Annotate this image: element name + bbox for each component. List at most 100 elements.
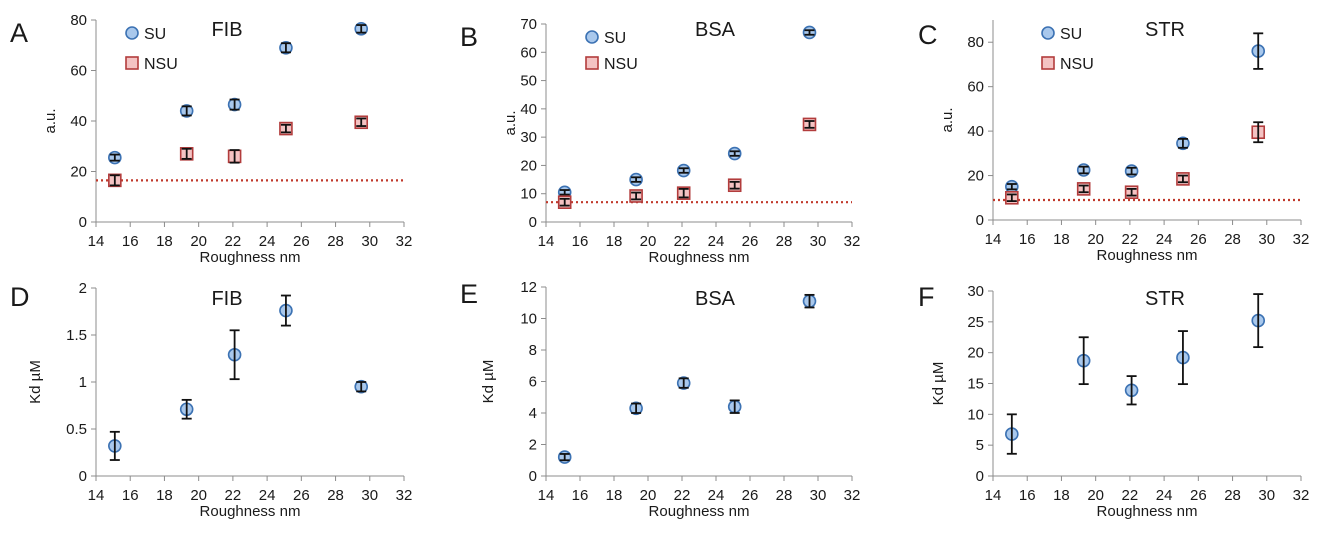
panel-f-x-tick-label: 26 — [1190, 487, 1207, 504]
panel-e-y-tick-label: 8 — [529, 342, 537, 359]
panel-e-y-tick-label: 12 — [520, 279, 537, 296]
panel-a-x-tick-label: 20 — [190, 233, 207, 250]
panel-a-x-tick-label: 32 — [396, 233, 413, 250]
panel-a-y-tick-label: 20 — [70, 164, 87, 181]
panel-e-y-tick-label: 0 — [529, 468, 537, 485]
panel-e-y-tick-label: 6 — [529, 374, 537, 391]
panel-b-y-tick-label: 70 — [520, 16, 537, 33]
panel-d-y-tick-label: 0.5 — [66, 421, 87, 438]
panel-b-x-tick-label: 22 — [674, 233, 691, 250]
panel-c-x-tick-label: 18 — [1053, 231, 1070, 248]
panel-e-letter: E — [460, 279, 478, 309]
panel-f-x-tick-label: 18 — [1053, 487, 1070, 504]
panel-d-title: FIB — [211, 288, 242, 310]
panel-e-x-tick-label: 32 — [844, 487, 861, 504]
panel-b-y-tick-label: 20 — [520, 157, 537, 174]
panel-b-legend-su-label: SU — [604, 30, 626, 47]
panel-f-x-tick-label: 32 — [1293, 487, 1310, 504]
panel-e-x-tick-label: 16 — [572, 487, 589, 504]
panel-c-legend-nsu-marker — [1041, 56, 1055, 70]
panel-b-x-tick-label: 32 — [844, 233, 861, 250]
panel-c-x-tick-label: 32 — [1293, 231, 1310, 248]
panel-b-x-tick-label: 24 — [708, 233, 725, 250]
panel-c-y-tick-label: 20 — [967, 168, 984, 185]
panel-b-y-tick-label: 30 — [520, 129, 537, 146]
panel-a-y-tick-label: 0 — [79, 214, 87, 231]
panel-b-x-tick-label: 28 — [776, 233, 793, 250]
panel-f-y-tick-label: 20 — [967, 345, 984, 362]
panel-c-x-tick-label: 24 — [1156, 231, 1173, 248]
panel-a-x-tick-label: 18 — [156, 233, 173, 250]
panel-e-x-tick-label: 24 — [708, 487, 725, 504]
panel-c-legend-su-marker — [1041, 26, 1055, 40]
panel-e-y-tick-label: 4 — [529, 405, 537, 422]
panel-d-y-tick-label: 0 — [79, 468, 87, 485]
panel-d-x-tick-label: 30 — [361, 487, 378, 504]
panel-e-y-axis-label: Kd µM — [480, 360, 497, 404]
panel-a-legend-su-label: SU — [144, 26, 166, 43]
panel-a-x-tick-label: 14 — [88, 233, 105, 250]
panel-e-x-tick-label: 26 — [742, 487, 759, 504]
panel-d-x-axis-label: Roughness nm — [200, 503, 301, 520]
panel-c-x-tick-label: 26 — [1190, 231, 1207, 248]
panel-a-x-tick-label: 30 — [361, 233, 378, 250]
panel-d-letter: D — [10, 282, 30, 312]
panel-b-x-tick-label: 30 — [810, 233, 827, 250]
panel-b-x-axis-label: Roughness nm — [649, 249, 750, 266]
panel-e-x-tick-label: 22 — [674, 487, 691, 504]
panel-a-x-tick-label: 28 — [327, 233, 344, 250]
panel-f-y-tick-label: 10 — [967, 406, 984, 423]
panel-c-x-tick-label: 30 — [1258, 231, 1275, 248]
panel-b-x-tick-label: 16 — [572, 233, 589, 250]
panel-f-x-tick-label: 14 — [985, 487, 1002, 504]
panel-d-y-tick-label: 1.5 — [66, 327, 87, 344]
panel-b-legend-nsu-marker — [585, 56, 599, 70]
panel-b-x-tick-label: 18 — [606, 233, 623, 250]
panel-d-x-tick-label: 24 — [259, 487, 276, 504]
panel-f-x-tick-label: 24 — [1156, 487, 1173, 504]
panel-f-x-tick-label: 30 — [1258, 487, 1275, 504]
panel-f-x-tick-label: 28 — [1224, 487, 1241, 504]
panel-c-x-tick-label: 20 — [1087, 231, 1104, 248]
panel-f-x-tick-label: 22 — [1122, 487, 1139, 504]
panel-d-x-tick-label: 20 — [190, 487, 207, 504]
panel-b-x-tick-label: 20 — [640, 233, 657, 250]
panel-e-x-tick-label: 14 — [538, 487, 555, 504]
panel-b-y-tick-label: 60 — [520, 44, 537, 61]
panel-f-x-tick-label: 20 — [1087, 487, 1104, 504]
panel-c-x-axis-label: Roughness nm — [1097, 247, 1198, 264]
panel-e-x-tick-label: 20 — [640, 487, 657, 504]
panel-e-title: BSA — [695, 288, 736, 310]
panel-b-letter: B — [460, 22, 478, 52]
panel-f-y-axis-label: Kd µM — [930, 362, 947, 406]
panel-b-y-tick-label: 10 — [520, 186, 537, 203]
panel-a-x-axis-label: Roughness nm — [200, 249, 301, 266]
panel-e-x-axis-label: Roughness nm — [649, 503, 750, 520]
panel-f-letter: F — [918, 282, 935, 312]
panel-e-x-tick-label: 30 — [810, 487, 827, 504]
panel-b-legend-nsu-label: NSU — [604, 56, 638, 73]
panel-b-x-tick-label: 14 — [538, 233, 555, 250]
panel-c-x-tick-label: 16 — [1019, 231, 1036, 248]
panel-e-y-tick-label: 2 — [529, 437, 537, 454]
panel-f-y-tick-label: 0 — [976, 468, 984, 485]
panel-b-legend-su-marker — [585, 30, 599, 44]
panel-f-y-tick-label: 30 — [967, 283, 984, 300]
panel-e-x-tick-label: 28 — [776, 487, 793, 504]
panel-f-x-axis-label: Roughness nm — [1097, 503, 1198, 520]
panel-c-x-tick-label: 22 — [1122, 231, 1139, 248]
panel-b-y-tick-label: 0 — [529, 214, 537, 231]
panel-b-title: BSA — [695, 19, 736, 41]
panel-b-y-axis-label: a.u. — [502, 110, 519, 135]
panel-f-y-tick-label: 15 — [967, 376, 984, 393]
panel-a-title: FIB — [211, 19, 242, 41]
panel-a-y-tick-label: 60 — [70, 63, 87, 80]
panel-f-y-tick-label: 5 — [976, 437, 984, 454]
panel-a-legend-nsu-marker — [125, 56, 139, 70]
panel-d-x-tick-label: 28 — [327, 487, 344, 504]
panel-d-y-tick-label: 1 — [79, 374, 87, 391]
panel-a-x-tick-label: 26 — [293, 233, 310, 250]
panel-c-letter: C — [918, 20, 938, 50]
panel-a-letter: A — [10, 18, 28, 48]
